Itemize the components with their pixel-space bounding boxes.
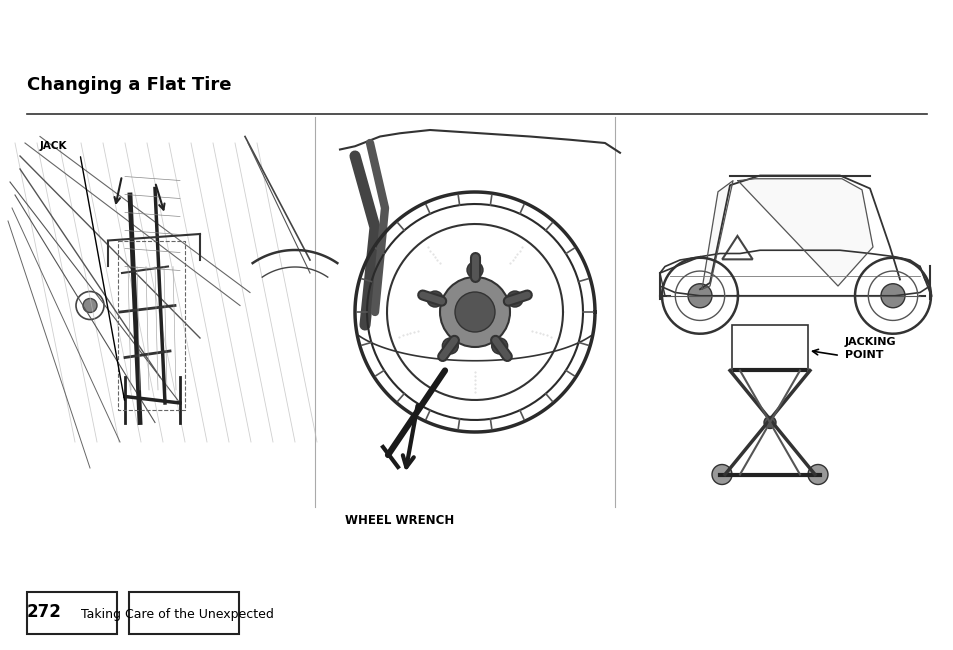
- Text: JACKING
POINT: JACKING POINT: [844, 337, 896, 360]
- Circle shape: [439, 277, 510, 347]
- Circle shape: [467, 262, 482, 278]
- Text: JACK: JACK: [40, 141, 68, 151]
- Circle shape: [455, 292, 495, 332]
- Circle shape: [687, 284, 711, 307]
- Circle shape: [763, 417, 775, 428]
- Bar: [129, 592, 238, 634]
- Text: WHEEL WRENCH: WHEEL WRENCH: [345, 514, 454, 526]
- Circle shape: [83, 298, 97, 313]
- Circle shape: [442, 338, 457, 354]
- Text: Taking Care of the Unexpected: Taking Care of the Unexpected: [81, 608, 274, 621]
- Circle shape: [506, 291, 522, 307]
- Circle shape: [491, 338, 507, 354]
- Bar: [731, 325, 807, 370]
- Polygon shape: [701, 181, 732, 289]
- Polygon shape: [738, 179, 872, 286]
- Text: 272: 272: [27, 603, 62, 621]
- Text: Changing a Flat Tire: Changing a Flat Tire: [27, 76, 231, 94]
- Circle shape: [880, 284, 904, 307]
- Circle shape: [711, 465, 731, 484]
- Circle shape: [427, 291, 442, 307]
- Bar: [27, 592, 117, 634]
- Circle shape: [807, 465, 827, 484]
